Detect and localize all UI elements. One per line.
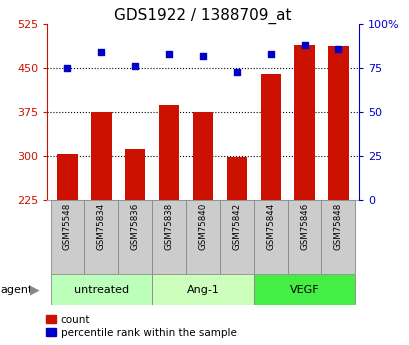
Legend: count, percentile rank within the sample: count, percentile rank within the sample — [44, 313, 238, 340]
Text: GSM75848: GSM75848 — [333, 202, 342, 249]
Point — [165, 51, 172, 57]
FancyBboxPatch shape — [152, 200, 186, 274]
FancyBboxPatch shape — [152, 274, 253, 305]
FancyBboxPatch shape — [50, 200, 84, 274]
Bar — [260, 74, 280, 200]
Bar — [328, 47, 348, 200]
Bar — [91, 111, 111, 200]
Bar — [159, 105, 179, 200]
FancyBboxPatch shape — [253, 200, 287, 274]
Bar — [57, 154, 77, 200]
Point — [132, 63, 138, 69]
Text: agent: agent — [1, 285, 33, 295]
Bar — [192, 112, 213, 200]
Text: VEGF: VEGF — [289, 285, 319, 295]
Text: GSM75836: GSM75836 — [130, 202, 139, 249]
Bar — [125, 149, 145, 200]
Text: GSM75842: GSM75842 — [232, 202, 241, 249]
Point — [199, 53, 206, 59]
Title: GDS1922 / 1388709_at: GDS1922 / 1388709_at — [114, 8, 291, 24]
Text: GSM75840: GSM75840 — [198, 202, 207, 249]
Bar — [294, 45, 314, 200]
Text: GSM75548: GSM75548 — [63, 202, 72, 249]
Point — [301, 42, 307, 48]
Point — [64, 66, 71, 71]
Bar — [226, 157, 246, 200]
FancyBboxPatch shape — [287, 200, 321, 274]
Point — [233, 69, 240, 75]
FancyBboxPatch shape — [321, 200, 355, 274]
Text: untreated: untreated — [74, 285, 128, 295]
FancyBboxPatch shape — [186, 200, 219, 274]
Text: GSM75844: GSM75844 — [265, 202, 274, 249]
Point — [98, 50, 104, 55]
Text: GSM75834: GSM75834 — [97, 202, 106, 249]
Text: GSM75838: GSM75838 — [164, 202, 173, 249]
Text: Ang-1: Ang-1 — [186, 285, 219, 295]
Text: ▶: ▶ — [30, 283, 39, 296]
FancyBboxPatch shape — [118, 200, 152, 274]
FancyBboxPatch shape — [253, 274, 355, 305]
FancyBboxPatch shape — [219, 200, 253, 274]
FancyBboxPatch shape — [50, 274, 152, 305]
Point — [267, 51, 273, 57]
Point — [334, 46, 341, 51]
FancyBboxPatch shape — [84, 200, 118, 274]
Text: GSM75846: GSM75846 — [299, 202, 308, 249]
